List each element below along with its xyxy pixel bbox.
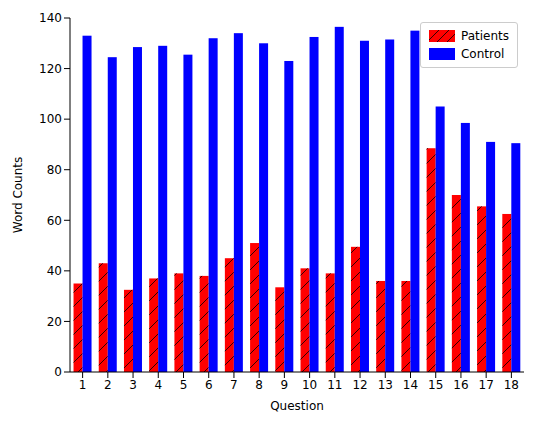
svg-text:140: 140 [39, 11, 62, 25]
svg-text:18: 18 [504, 378, 519, 392]
svg-text:60: 60 [47, 214, 62, 228]
svg-text:Word Counts: Word Counts [11, 157, 25, 234]
svg-text:10: 10 [302, 378, 317, 392]
svg-text:14: 14 [403, 378, 418, 392]
svg-text:9: 9 [281, 378, 289, 392]
svg-text:6: 6 [205, 378, 213, 392]
svg-text:3: 3 [129, 378, 137, 392]
html-text:Patients: Patients [461, 29, 509, 43]
svg-text:100: 100 [39, 112, 62, 126]
svg-text:17: 17 [479, 378, 494, 392]
svg-text:4: 4 [154, 378, 162, 392]
svg-text:1: 1 [79, 378, 87, 392]
svg-text:120: 120 [39, 62, 62, 76]
svg-text:40: 40 [47, 264, 62, 278]
svg-text:Question: Question [270, 399, 324, 413]
svg-text:80: 80 [47, 163, 62, 177]
svg-text:20: 20 [47, 315, 62, 329]
svg-text:11: 11 [327, 378, 342, 392]
html-text:Control: Control [461, 47, 505, 61]
svg-text:5: 5 [180, 378, 188, 392]
svg-text:16: 16 [453, 378, 468, 392]
svg-text:2: 2 [104, 378, 112, 392]
svg-text:7: 7 [230, 378, 238, 392]
svg-text:0: 0 [54, 365, 62, 379]
svg-text:12: 12 [352, 378, 367, 392]
svg-text:15: 15 [428, 378, 443, 392]
svg-text:8: 8 [255, 378, 263, 392]
svg-text:13: 13 [378, 378, 393, 392]
